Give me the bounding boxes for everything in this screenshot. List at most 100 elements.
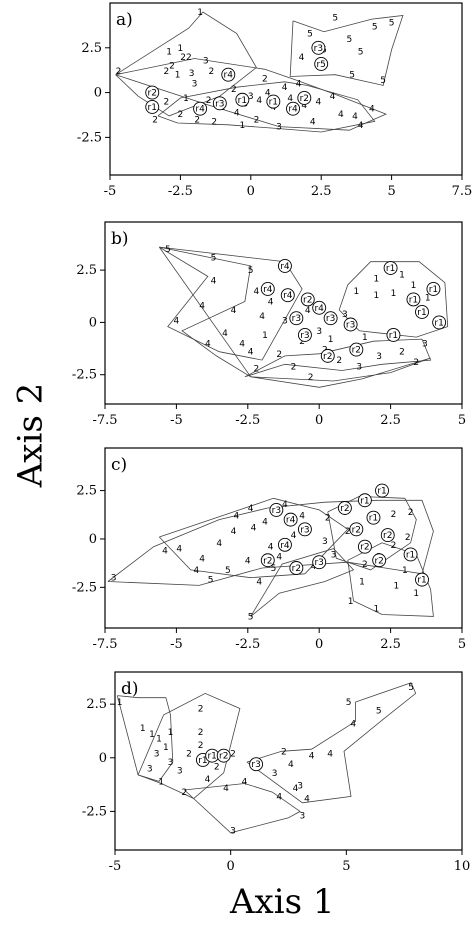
circled-point-marker xyxy=(297,522,312,537)
circled-point-marker xyxy=(349,342,364,357)
circled-point-marker xyxy=(415,305,429,319)
circled-point-label: r3 xyxy=(300,525,309,535)
x-tick-label: 5 xyxy=(387,184,395,199)
x-tick-label: 5 xyxy=(458,637,466,652)
data-point: 4 xyxy=(162,547,168,557)
data-point: 2 xyxy=(291,362,297,372)
data-point: 2 xyxy=(169,62,175,72)
circled-point-marker xyxy=(260,553,275,568)
y-tick-label: 2.5 xyxy=(76,484,97,499)
circled-point-marker xyxy=(289,311,304,326)
circled-point-label: r4 xyxy=(263,285,273,295)
circled-point-label: r2 xyxy=(374,556,383,566)
data-point: 1 xyxy=(168,728,174,738)
data-point: 3 xyxy=(248,92,254,102)
x-tick-label: 2.5 xyxy=(380,413,401,428)
data-point: 4 xyxy=(276,792,282,802)
data-point: 4 xyxy=(199,554,205,564)
data-point: 2 xyxy=(231,85,237,95)
x-tick-label: 0 xyxy=(227,859,235,874)
data-point: 4 xyxy=(288,760,294,770)
data-point: 4 xyxy=(211,277,217,287)
data-point: 5 xyxy=(248,612,254,622)
y-tick-label: 0 xyxy=(94,86,102,101)
circled-point-marker xyxy=(403,547,418,562)
circled-point-label: r1 xyxy=(434,318,443,328)
hull-polygon xyxy=(159,497,349,579)
data-point: 4 xyxy=(245,556,251,566)
circled-point-label: r1 xyxy=(429,285,438,295)
data-point: 4 xyxy=(248,348,254,358)
data-point: 1 xyxy=(359,578,365,588)
data-point: 2 xyxy=(186,749,192,759)
data-point: 3 xyxy=(376,352,382,362)
data-point: 2 xyxy=(262,74,268,84)
circled-point-label: r1 xyxy=(377,487,386,497)
circled-point-label: r4 xyxy=(314,304,324,314)
data-point: 3 xyxy=(322,537,328,547)
data-point: 1 xyxy=(197,8,203,18)
hull-polygon xyxy=(289,15,404,86)
data-point: 4 xyxy=(287,94,293,104)
data-point: 2 xyxy=(408,508,414,518)
data-point: 4 xyxy=(316,98,322,108)
hull-polygon xyxy=(338,261,449,338)
hull-polygon xyxy=(250,357,431,388)
data-point: 4 xyxy=(310,117,316,127)
data-point: 2 xyxy=(281,747,287,757)
circled-point-marker xyxy=(283,512,298,527)
x-tick-label: 7.5 xyxy=(452,184,473,199)
data-point: 2 xyxy=(308,373,314,383)
circled-point-marker xyxy=(337,501,352,515)
data-point: 1 xyxy=(391,289,397,299)
circled-point-marker xyxy=(406,292,421,307)
data-point: 2 xyxy=(230,749,236,759)
hull-polygon xyxy=(184,783,301,834)
data-point: 2 xyxy=(362,560,368,570)
hull-polygon xyxy=(116,695,174,782)
circled-point-label: r4 xyxy=(288,105,298,115)
hull-polygon xyxy=(107,499,434,586)
data-point: 1 xyxy=(413,589,419,599)
data-point: 1 xyxy=(166,47,172,57)
circled-point-marker xyxy=(366,510,381,525)
data-point: 4 xyxy=(296,80,302,90)
data-point: 4 xyxy=(256,96,262,106)
circled-point-marker xyxy=(277,537,292,552)
data-point: 4 xyxy=(176,545,182,555)
data-point: 4 xyxy=(256,578,262,588)
data-point: 1 xyxy=(373,274,379,284)
circled-point-marker xyxy=(372,553,387,568)
circled-point-marker xyxy=(193,101,208,116)
x-axis-title: Axis 1 xyxy=(230,882,335,922)
circled-point-marker xyxy=(383,261,398,275)
circled-point-label: r2 xyxy=(383,531,392,541)
y-tick-label: 2.5 xyxy=(81,41,102,56)
data-point: 4 xyxy=(194,566,200,576)
circled-point-label: r2 xyxy=(352,525,361,535)
data-point: 4 xyxy=(259,312,265,322)
data-point: 1 xyxy=(158,777,164,787)
circled-point-marker xyxy=(260,281,275,296)
data-point: 4 xyxy=(216,539,222,549)
data-point: 2 xyxy=(276,350,282,360)
data-point: 5 xyxy=(358,47,364,57)
data-point: 4 xyxy=(262,518,268,528)
data-point: 3 xyxy=(342,310,348,320)
data-point: 4 xyxy=(330,92,336,102)
data-point: 4 xyxy=(239,339,245,349)
data-point: 4 xyxy=(205,775,211,785)
hull-polygon xyxy=(115,58,388,131)
data-point: 4 xyxy=(268,297,274,307)
y-tick-label: 2.5 xyxy=(86,697,107,712)
data-point: 4 xyxy=(369,105,375,115)
data-point: 5 xyxy=(346,698,352,708)
data-point: 4 xyxy=(231,306,237,316)
x-tick-label: -5 xyxy=(170,637,183,652)
circled-point-marker xyxy=(235,92,250,107)
data-point: 4 xyxy=(268,543,274,553)
panel-label: d) xyxy=(121,679,139,699)
data-point: 3 xyxy=(356,362,362,372)
y-tick-label: -2.5 xyxy=(72,368,97,383)
